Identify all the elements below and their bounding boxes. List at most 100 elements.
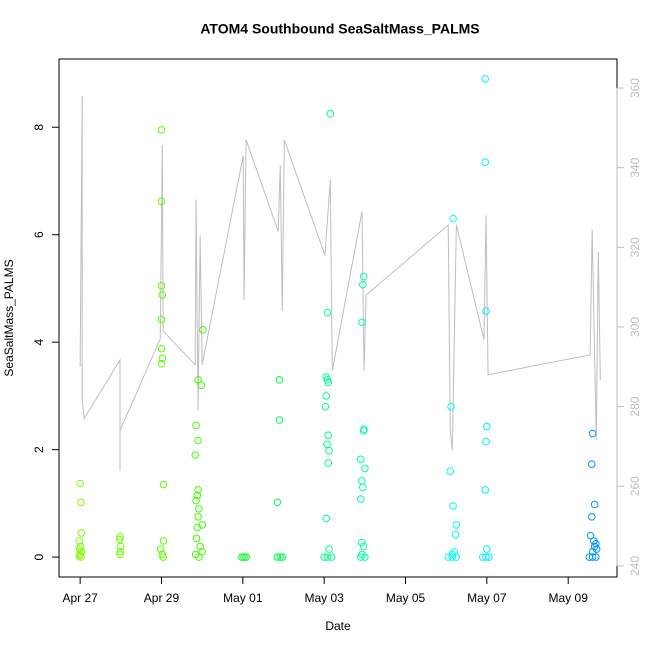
point <box>194 486 202 494</box>
point <box>323 308 332 317</box>
point <box>321 402 330 411</box>
point <box>117 542 125 551</box>
y2-tick-label: 280 <box>628 396 642 416</box>
point <box>196 542 204 551</box>
point <box>592 553 600 561</box>
point <box>592 545 601 553</box>
point <box>588 547 597 556</box>
y2-line <box>79 96 601 471</box>
point <box>449 214 457 223</box>
point <box>587 460 596 468</box>
y-tick-label: 6 <box>32 231 46 238</box>
point <box>451 530 460 539</box>
point <box>485 553 493 561</box>
point <box>116 532 124 541</box>
point <box>157 315 166 324</box>
y-tick-label: 2 <box>32 446 46 453</box>
point <box>590 500 599 509</box>
point <box>356 495 365 503</box>
y2-tick-label: 360 <box>628 78 642 98</box>
point <box>356 553 365 561</box>
point <box>238 553 246 561</box>
point <box>324 378 333 387</box>
point <box>240 553 248 561</box>
point <box>156 545 165 553</box>
point <box>158 354 167 363</box>
point <box>359 272 368 281</box>
point <box>327 553 336 561</box>
point <box>195 504 203 513</box>
point <box>273 498 282 507</box>
point <box>326 110 335 118</box>
y2-tick-label: 260 <box>628 476 642 496</box>
chart-title: ATOM4 Southbound SeaSaltMass_PALMS <box>200 21 479 37</box>
point <box>273 553 282 561</box>
point <box>199 326 207 334</box>
point <box>320 553 328 561</box>
point <box>275 375 284 384</box>
point <box>586 531 595 540</box>
y-tick-label: 8 <box>32 124 46 131</box>
point <box>324 459 333 467</box>
point <box>157 126 166 134</box>
point <box>197 381 206 389</box>
point <box>278 553 287 561</box>
point <box>449 502 457 510</box>
point <box>191 451 200 459</box>
x-tick-label: May 05 <box>386 591 426 605</box>
point <box>159 553 167 561</box>
point <box>77 498 85 507</box>
point <box>361 464 369 473</box>
point <box>361 553 369 561</box>
point <box>159 480 168 489</box>
y2-tick-label: 300 <box>628 317 642 337</box>
point <box>198 547 206 556</box>
point <box>359 542 368 551</box>
y-tick-label: 0 <box>32 553 46 560</box>
point <box>357 538 366 547</box>
point <box>482 553 490 561</box>
point <box>359 280 367 289</box>
point <box>242 553 250 561</box>
point <box>325 446 333 455</box>
point <box>588 553 597 561</box>
point <box>322 392 331 400</box>
point <box>323 553 332 561</box>
point <box>447 402 455 411</box>
point <box>76 479 84 488</box>
point <box>587 513 596 521</box>
point <box>446 467 455 475</box>
point <box>482 307 490 315</box>
y-tick-label: 4 <box>32 339 46 346</box>
x-tick-label: Apr 27 <box>62 591 98 605</box>
point <box>325 545 333 553</box>
x-tick-label: Apr 29 <box>144 591 180 605</box>
point <box>588 429 597 438</box>
point <box>157 281 166 290</box>
point <box>194 513 202 521</box>
point <box>193 523 202 532</box>
point <box>359 427 368 435</box>
point <box>77 553 85 561</box>
point <box>276 553 285 561</box>
point <box>448 553 457 561</box>
point <box>192 534 201 543</box>
point <box>483 545 491 553</box>
point <box>481 75 490 83</box>
point <box>116 550 124 559</box>
point <box>448 550 457 559</box>
point <box>356 455 365 464</box>
x-tick-label: May 07 <box>467 591 507 605</box>
point <box>195 553 203 561</box>
point <box>483 422 491 431</box>
y2-tick-label: 340 <box>628 157 642 177</box>
x-tick-label: May 03 <box>304 591 344 605</box>
point <box>192 496 200 505</box>
point <box>157 359 166 368</box>
y-axis-label: SeaSaltMass_PALMS <box>2 259 16 376</box>
point <box>324 431 333 439</box>
point <box>359 483 367 492</box>
point <box>75 537 84 545</box>
